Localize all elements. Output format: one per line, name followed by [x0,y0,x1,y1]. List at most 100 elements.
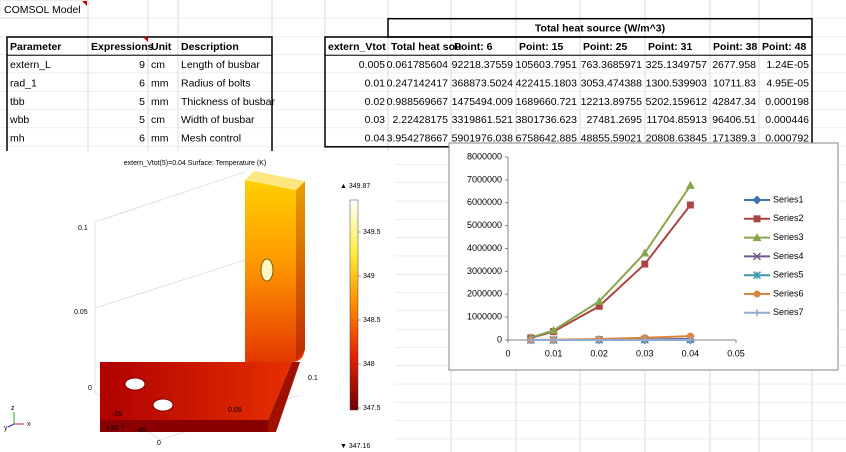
base-top [100,362,292,420]
header-cell: Unit [151,41,172,53]
cell: 105603.7951 [516,59,577,71]
image-title: extern_Vtot(5)=0.04 Surface: Temperature… [124,160,266,167]
marker [686,332,694,340]
legend-label: Series6 [773,288,804,298]
cell: 0.02 [365,96,386,108]
colorbar-label: 348.5 [363,317,381,324]
marker [686,201,694,209]
cell: 2677.958 [712,59,756,71]
marker [752,271,762,280]
marker [527,336,535,344]
header-cell: Point: 6 [454,41,493,53]
y-tick-label: 1000000 [467,312,502,322]
y-tick-label: 4000000 [467,243,502,253]
sheet-title: COMSOL Model [4,4,81,16]
y-tick-label: 5000000 [467,220,502,230]
x-tick-label: 0.03 [636,348,654,358]
y-tick-label: 3000000 [467,266,502,276]
marker [640,248,650,257]
cell: 1300.539903 [646,78,707,90]
plate-top [245,171,305,190]
header-cell: Expressions [91,41,154,53]
cell: 5202.159612 [646,96,707,108]
cell: 0.988569667 [387,96,448,108]
axis-label: -20 [112,411,122,418]
legend-label: Series3 [773,232,804,242]
axis-label: 0.05 [228,407,242,414]
cell: extern_L [10,59,51,71]
cell: 6 [139,132,145,144]
cell: 1475494.009 [452,96,513,108]
header-cell: Total heat sou [391,41,461,53]
cell: 0.000198 [765,96,809,108]
x-tick-label: 0 [505,348,510,358]
marker [752,252,762,261]
x-tick-label: 0.04 [682,348,700,358]
cell: 3319861.521 [452,114,513,126]
cell: 3053.474388 [581,78,642,90]
x-tick-label: 0.05 [727,348,745,358]
cell: 0.247142417 [387,78,448,90]
cell: Mesh control [181,132,241,144]
title-cell[interactable] [0,0,89,19]
header-cell: extern_Vtot [328,41,386,53]
legend-label: Series5 [773,270,804,280]
cell: Thickness of busbar [181,96,275,108]
cell: 10711.83 [713,78,756,90]
cell: 1689660.721 [516,96,577,108]
cell: 96406.51 [712,114,756,126]
legend-label: Series1 [773,194,804,204]
cell: 9 [139,59,145,71]
header-cell: Parameter [10,41,61,53]
x-tick-label: 0.02 [590,348,608,358]
cell: 5 [139,96,145,108]
cell: 2.22428175 [393,114,449,126]
marker [641,260,649,268]
comment-marker [82,1,87,6]
y-tick-label: 0 [497,334,502,344]
hole [152,398,174,412]
cell: 6 [139,78,145,90]
triad-y [7,423,15,428]
cell: 11704.85913 [646,114,707,126]
marker [753,215,761,223]
cell: 0.03 [365,114,386,126]
legend-label: Series4 [773,251,804,261]
header-cell: Point: 48 [762,41,806,53]
cell: 368873.5024 [452,78,513,90]
cell: 0.01 [365,78,386,90]
legend-label: Series2 [773,213,804,223]
cell: rad_1 [10,78,37,90]
x-tick-label: 0.01 [545,348,563,358]
colorbar-max: ▲ 349.87 [340,183,370,190]
axis-label: 0 [88,385,92,392]
cell: mm [151,78,169,90]
cell: 0.000792 [765,132,809,144]
axis-label: 0.1 [308,375,318,382]
cell: 3.954278667 [387,132,448,144]
cell: 1.24E-05 [766,59,809,71]
cell: 0.061785604 [387,59,448,71]
cell: mm [151,96,169,108]
y-tick-label: 7000000 [467,174,502,184]
colorbar [349,199,359,411]
colorbar-label: 349 [363,273,375,280]
group-header: Total heat source (W/m^3) [535,23,665,35]
marker [594,296,604,305]
cell: 0.005 [359,59,385,71]
cell: 27481.2695 [587,114,643,126]
marker [641,336,649,344]
cell: 42847.34 [712,96,756,108]
cell: 171389.3 [712,132,756,144]
legend-label: Series7 [773,307,804,317]
cell: Radius of bolts [181,78,250,90]
base-side [268,362,300,432]
triad-label: y [4,425,8,432]
cell: 422415.1803 [516,78,577,90]
cell: 0.04 [365,132,386,144]
base-front [100,420,268,432]
cell: 92218.37559 [452,59,513,71]
plot-image: extern_Vtot(5)=0.04 Surface: Temperature… [0,151,395,452]
cell: 48855.59021 [581,132,642,144]
cell: 20808.63845 [646,132,707,144]
